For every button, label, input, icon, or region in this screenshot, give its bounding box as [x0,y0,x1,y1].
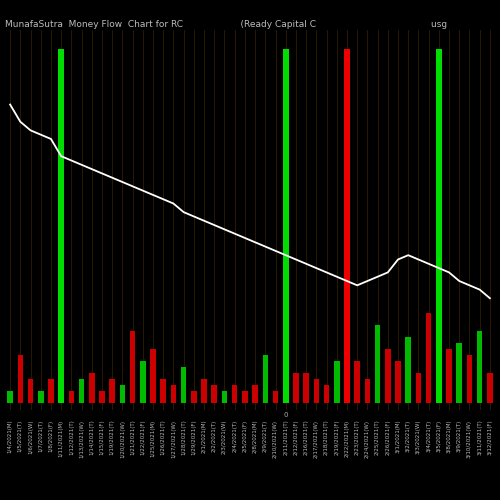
Bar [140,361,145,403]
Bar [232,384,237,402]
Bar [283,48,288,403]
Bar [18,355,23,403]
Bar [436,48,442,403]
Bar [202,378,207,402]
Bar [487,372,492,402]
Bar [344,48,350,403]
Bar [48,378,54,402]
Bar [293,372,298,402]
Bar [89,372,94,402]
Bar [68,390,74,402]
Bar [466,355,472,403]
Bar [212,384,217,402]
Bar [8,390,13,402]
Bar [385,349,390,403]
Bar [222,390,228,402]
Bar [160,378,166,402]
Bar [314,378,319,402]
Bar [58,48,64,403]
Bar [28,378,34,402]
Bar [395,361,401,403]
Bar [79,378,84,402]
Bar [406,337,411,402]
Bar [324,384,330,402]
Text: MunafaSutra  Money Flow  Chart for RC                    (Ready Capital C       : MunafaSutra Money Flow Chart for RC (Rea… [5,20,447,29]
Bar [38,390,44,402]
Bar [130,331,136,402]
Bar [304,372,309,402]
Bar [252,384,258,402]
Bar [364,378,370,402]
Text: 0: 0 [284,412,288,418]
Bar [110,378,115,402]
Bar [99,390,105,402]
Bar [262,355,268,403]
Bar [334,361,340,403]
Bar [354,361,360,403]
Bar [181,367,186,402]
Bar [416,372,421,402]
Bar [191,390,196,402]
Bar [120,384,125,402]
Bar [456,343,462,402]
Bar [242,390,248,402]
Bar [477,331,482,402]
Bar [446,349,452,403]
Bar [375,325,380,402]
Bar [170,384,176,402]
Bar [150,349,156,403]
Bar [426,313,432,402]
Bar [272,390,278,402]
